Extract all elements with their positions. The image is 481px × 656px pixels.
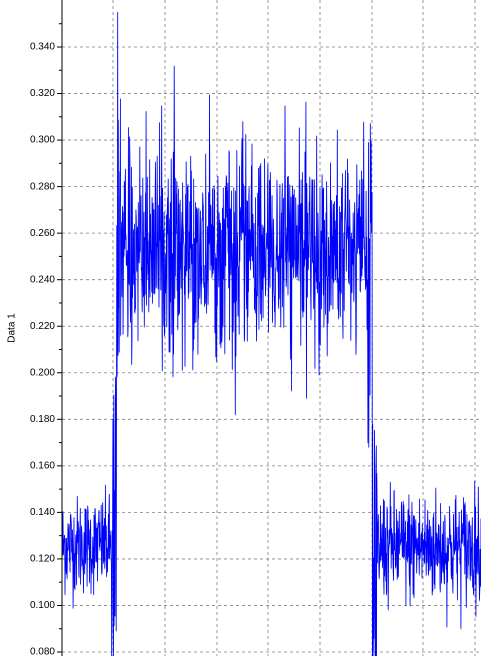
y-tick-label: 0.160 — [30, 460, 55, 471]
series-group — [61, 12, 481, 656]
y-axis-label: Data 1 — [7, 313, 18, 343]
y-tick-label: 0.320 — [30, 88, 55, 99]
y-tick-label: 0.080 — [30, 647, 55, 656]
y-tick-label: 0.100 — [30, 600, 55, 611]
y-tick-label: 0.180 — [30, 414, 55, 425]
y-tick-label: 0.280 — [30, 181, 55, 192]
y-tick-label: 0.120 — [30, 554, 55, 565]
y-tick-label: 0.220 — [30, 321, 55, 332]
y-tick-label: 0.300 — [30, 135, 55, 146]
y-tick-label: 0.260 — [30, 228, 55, 239]
y-tick-label: 0.340 — [30, 42, 55, 53]
series-line — [61, 12, 481, 656]
y-tick-label: 0.240 — [30, 274, 55, 285]
plot-background — [62, 0, 481, 656]
y-tick-label: 0.140 — [30, 507, 55, 518]
y-tick-label: 0.200 — [30, 367, 55, 378]
y-ticks: 0.080 0.100 0.120 0.140 0.160 0.180 0.200 0.220… — [30, 23, 62, 656]
